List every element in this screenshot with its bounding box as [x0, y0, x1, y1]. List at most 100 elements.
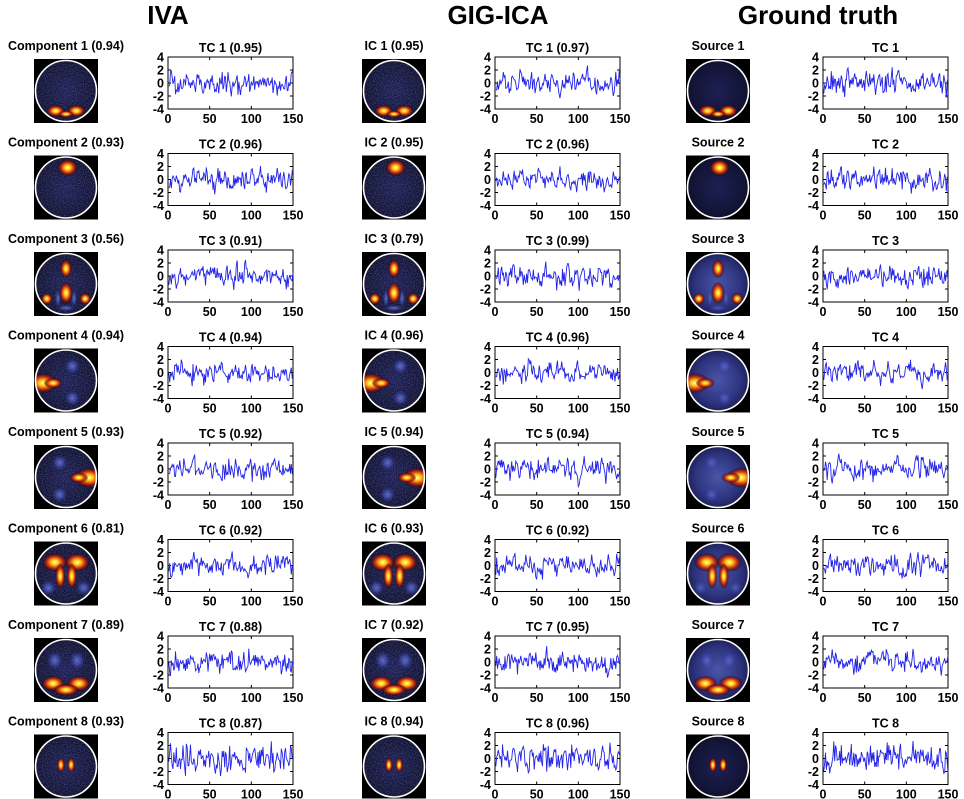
y-tick-label: 2 — [812, 739, 819, 753]
y-tick-label: -4 — [153, 489, 164, 503]
spatial-map-2 — [362, 155, 426, 220]
tc-axes-1: TC 6 (0.92)420-2-40 50 100 150 — [153, 524, 304, 609]
y-tick-label: -2 — [808, 765, 819, 779]
y-tick-label: 2 — [812, 160, 819, 174]
tc-axes-1: TC 2 (0.96)420-2-40 50 100 150 — [153, 138, 304, 223]
spatial-map-3 — [686, 445, 750, 509]
x-tick-label: 150 — [610, 209, 631, 223]
tc-title: TC 2 — [872, 138, 899, 152]
map-title: Source 1 — [692, 39, 745, 53]
row-5: Component 5 (0.93) TC 5 (0.92)420-2-40 50 1… — [8, 425, 958, 512]
x-tick-label: 50 — [858, 402, 872, 416]
row-7: Component 7 (0.89) TC 7 (0.88)420-2-40 50 1… — [8, 618, 958, 705]
axes-frame — [822, 346, 949, 399]
map-title: IC 7 (0.92) — [364, 618, 423, 632]
y-tick-label: 0 — [484, 270, 491, 284]
x-tick-label: 100 — [568, 112, 589, 126]
y-tick-label: 0 — [484, 559, 491, 573]
y-tick-label: -4 — [480, 778, 491, 792]
y-tick-label: 0 — [157, 173, 164, 187]
tc-series-line — [495, 646, 621, 678]
y-tick-label: 2 — [157, 160, 164, 174]
x-tick-label: 150 — [283, 402, 304, 416]
tc-title: TC 4 — [872, 331, 899, 345]
axes-frame — [167, 442, 294, 496]
y-tick-label: 4 — [157, 51, 164, 65]
y-tick-label: 4 — [812, 533, 819, 547]
tc-axes-1: TC 8 (0.87)420-2-40 50 100 150 — [153, 717, 304, 799]
y-tick-label: -2 — [153, 379, 164, 393]
map-title: IC 8 (0.94) — [364, 715, 423, 729]
y-tick-label: 0 — [484, 173, 491, 187]
x-tick-label: 50 — [203, 402, 217, 416]
row-3: Component 3 (0.56) TC 3 (0.91)420-2-40 50 1… — [8, 232, 958, 319]
x-tick-label: 0 — [820, 402, 827, 416]
spatial-map-3 — [686, 252, 750, 316]
x-tick-label: 50 — [203, 305, 217, 319]
y-tick-label: 0 — [812, 656, 819, 670]
y-tick-label: -2 — [808, 90, 819, 104]
y-tick-label: 4 — [157, 726, 164, 740]
x-tick-label: 100 — [241, 305, 262, 319]
spatial-map-2 — [362, 445, 426, 509]
tc-axes-2: TC 2 (0.96)420-2-40 50 100 150 — [480, 138, 631, 223]
tc-axes-2: TC 4 (0.96)420-2-40 50 100 150 — [480, 331, 631, 416]
spatial-map-3 — [686, 155, 750, 220]
axes-frame — [822, 635, 949, 689]
tc-series-line — [823, 165, 949, 194]
y-tick-label: 2 — [484, 643, 491, 657]
tc-title: TC 8 (0.96) — [526, 717, 589, 731]
map-title: Source 7 — [692, 618, 745, 632]
y-tick-label: -2 — [153, 283, 164, 297]
map-title: Component 1 (0.94) — [8, 39, 124, 53]
section-title-gig-ica: GIG-ICA — [447, 0, 548, 30]
tc-axes-2: TC 5 (0.94)420-2-40 50 100 150 — [480, 427, 631, 512]
x-tick-label: 150 — [283, 305, 304, 319]
x-tick-label: 0 — [165, 305, 172, 319]
spatial-map-2 — [362, 59, 426, 123]
y-tick-label: -4 — [153, 199, 164, 213]
spatial-map-1 — [34, 252, 98, 316]
y-tick-label: 0 — [157, 752, 164, 766]
y-tick-label: 4 — [157, 340, 164, 354]
map-title: IC 6 (0.93) — [364, 522, 423, 536]
y-tick-label: 0 — [157, 463, 164, 477]
x-tick-label: 100 — [241, 498, 262, 512]
axes-frame — [494, 249, 621, 303]
x-tick-label: 0 — [165, 402, 172, 416]
axes-frame — [494, 346, 621, 399]
x-tick-label: 150 — [283, 788, 304, 799]
y-tick-label: 4 — [157, 147, 164, 161]
y-tick-label: -4 — [480, 682, 491, 696]
y-tick-label: 4 — [812, 340, 819, 354]
y-tick-label: 4 — [484, 147, 491, 161]
spatial-map-3 — [686, 638, 750, 702]
tc-title: TC 4 (0.94) — [199, 331, 262, 345]
y-tick-label: -4 — [808, 296, 819, 310]
x-tick-label: 150 — [938, 691, 959, 705]
map-title: Source 6 — [692, 522, 745, 536]
tc-axes-2: TC 6 (0.92)420-2-40 50 100 150 — [480, 524, 631, 609]
tc-title: TC 5 — [872, 427, 899, 441]
tc-series-line — [823, 648, 949, 676]
y-tick-label: -4 — [808, 199, 819, 213]
y-tick-label: 4 — [157, 630, 164, 644]
map-circle-outline — [362, 59, 426, 123]
x-tick-label: 50 — [858, 691, 872, 705]
y-tick-label: 2 — [484, 257, 491, 271]
map-circle-outline — [686, 445, 750, 509]
map-circle-outline — [686, 349, 750, 412]
spatial-map-1 — [34, 734, 98, 799]
tc-series-line — [823, 453, 949, 484]
y-tick-label: -4 — [808, 778, 819, 792]
x-tick-label: 150 — [938, 595, 959, 609]
tc-series-line — [495, 552, 621, 580]
y-tick-label: 2 — [812, 643, 819, 657]
x-tick-label: 150 — [283, 112, 304, 126]
x-tick-label: 50 — [530, 112, 544, 126]
map-circle-outline — [34, 735, 98, 798]
x-tick-label: 50 — [203, 209, 217, 223]
